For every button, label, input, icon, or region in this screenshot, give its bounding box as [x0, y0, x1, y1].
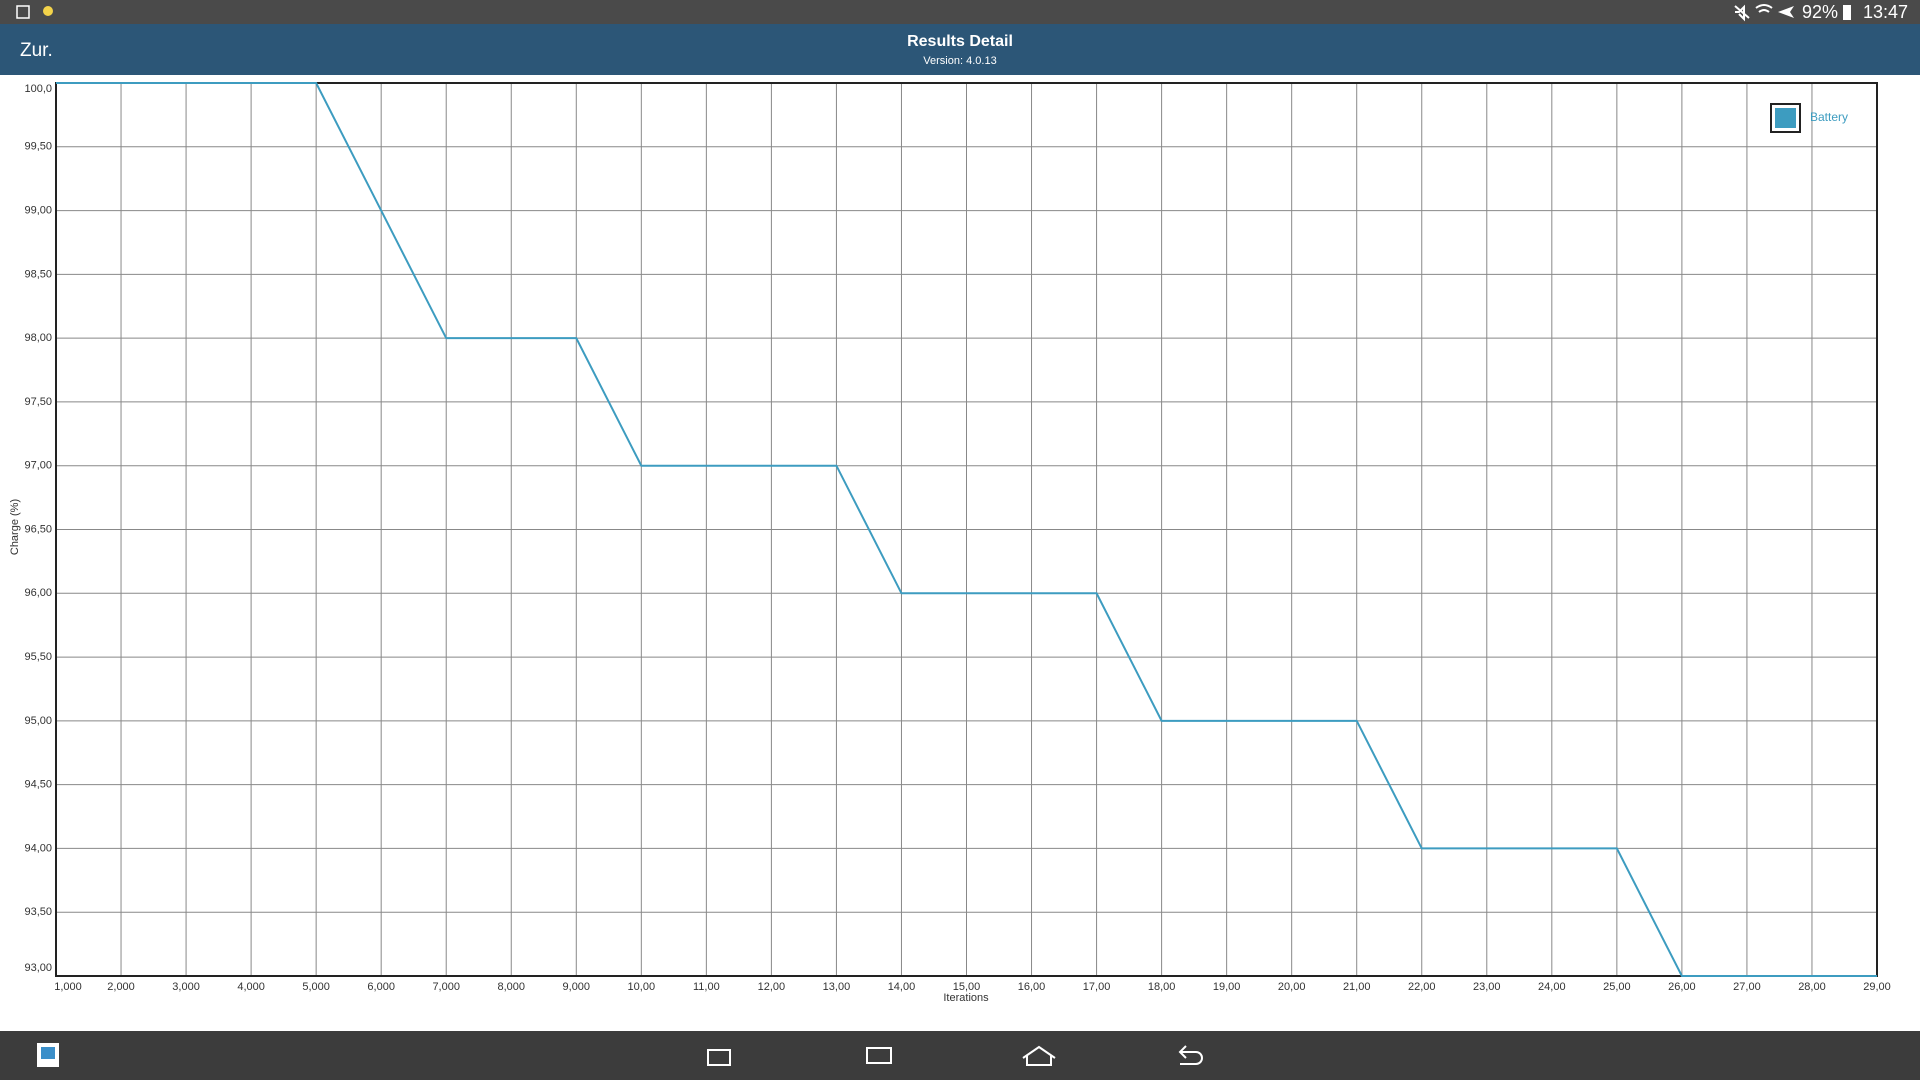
- legend-swatch: [1775, 108, 1796, 128]
- y-tick-label: 95,00: [24, 715, 52, 727]
- x-tick-label: 6,000: [367, 981, 395, 993]
- x-tick-label: 7,000: [432, 981, 460, 993]
- x-tick-label: 24,00: [1538, 981, 1566, 993]
- y-tick-label: 94,00: [24, 842, 52, 854]
- x-tick-label: 14,00: [888, 981, 916, 993]
- y-tick-label: 97,50: [24, 396, 52, 408]
- header-title: Results Detail: [907, 33, 1013, 50]
- x-tick-label: 4,000: [237, 981, 265, 993]
- x-tick-label: 23,00: [1473, 981, 1501, 993]
- x-tick-label: 26,00: [1668, 981, 1696, 993]
- x-tick-label: 1,000: [54, 981, 82, 993]
- app-header: [0, 24, 1920, 75]
- y-tick-label: 94,50: [24, 779, 52, 791]
- y-tick-label: 99,50: [24, 141, 52, 153]
- clock: 13:47: [1863, 2, 1908, 22]
- x-tick-label: 27,00: [1733, 981, 1761, 993]
- y-tick-label: 93,00: [24, 962, 52, 974]
- wifi-icon: [1755, 4, 1773, 13]
- x-tick-label: 28,00: [1798, 981, 1826, 993]
- x-tick-label: 15,00: [953, 981, 981, 993]
- plot-frame: [55, 82, 1878, 977]
- home-button[interactable]: [1022, 1045, 1056, 1066]
- gallery-icon: [16, 5, 30, 19]
- data-line: [56, 82, 1877, 977]
- y-tick-label: 98,00: [24, 332, 52, 344]
- x-tick-label: 12,00: [758, 981, 786, 993]
- x-tick-label: 13,00: [823, 981, 851, 993]
- battery-icon: [1843, 5, 1851, 20]
- x-tick-label: 18,00: [1148, 981, 1176, 993]
- x-axis-label: Iterations: [943, 992, 989, 1004]
- screen-button[interactable]: [866, 1047, 892, 1064]
- airplane-icon: [1778, 6, 1794, 18]
- x-tick-label: 20,00: [1278, 981, 1306, 993]
- back-button[interactable]: Zur.: [20, 40, 53, 61]
- status-bar: [0, 0, 1920, 24]
- x-tick-label: 25,00: [1603, 981, 1631, 993]
- back-nav-button[interactable]: [1178, 1045, 1203, 1065]
- x-tick-label: 2,000: [107, 981, 135, 993]
- y-tick-label: 96,50: [24, 523, 52, 535]
- mute-icon: [1734, 4, 1750, 22]
- x-tick-label: 11,00: [693, 981, 720, 993]
- recent-apps-button[interactable]: [707, 1049, 731, 1066]
- y-tick-label: 96,00: [24, 587, 52, 599]
- header-subtitle: Version: 4.0.13: [923, 55, 996, 67]
- y-tick-label: 99,00: [24, 204, 52, 216]
- x-tick-label: 17,00: [1083, 981, 1111, 993]
- y-tick-label: 97,00: [24, 460, 52, 472]
- bulb-icon: [43, 6, 53, 16]
- battery-percent: 92%: [1802, 2, 1838, 22]
- y-tick-label: 95,50: [24, 651, 52, 663]
- x-tick-label: 22,00: [1408, 981, 1436, 993]
- x-tick-label: 16,00: [1018, 981, 1046, 993]
- x-tick-label: 3,000: [172, 981, 200, 993]
- x-tick-label: 19,00: [1213, 981, 1241, 993]
- x-tick-label: 5,000: [302, 981, 330, 993]
- x-tick-label: 10,00: [628, 981, 656, 993]
- y-axis-label: Charge (%): [9, 499, 21, 555]
- x-tick-label: 8,000: [497, 981, 525, 993]
- x-tick-label: 21,00: [1343, 981, 1371, 993]
- legend-box: [1770, 103, 1801, 133]
- x-tick-label: 29,00: [1863, 981, 1891, 993]
- y-tick-label: 98,50: [24, 268, 52, 280]
- y-tick-label: 100,0: [24, 83, 52, 95]
- x-tick-label: 9,000: [563, 981, 591, 993]
- legend-label: Battery: [1810, 110, 1848, 124]
- app-icon-inner: [41, 1047, 55, 1059]
- nav-bar: [0, 1031, 1920, 1080]
- y-tick-label: 93,50: [24, 906, 52, 918]
